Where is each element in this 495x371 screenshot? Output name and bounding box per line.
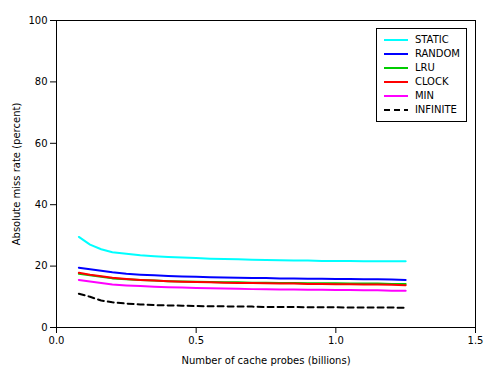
- svg-text:0.5: 0.5: [188, 335, 204, 346]
- svg-text:20: 20: [35, 260, 48, 271]
- html-text:STATIC: STATIC: [414, 34, 449, 45]
- svg-text:1.0: 1.0: [328, 335, 344, 346]
- svg-text:Number of cache probes (billio: Number of cache probes (billions): [181, 355, 350, 366]
- html-text:CLOCK: CLOCK: [414, 76, 449, 87]
- svg-text:100: 100: [28, 15, 47, 26]
- svg-text:Absolute miss rate (percent): Absolute miss rate (percent): [11, 103, 22, 246]
- html-text:INFINITE: INFINITE: [414, 104, 457, 115]
- html-text:MIN: MIN: [414, 90, 434, 101]
- svg-text:1.5: 1.5: [468, 335, 484, 346]
- html-text:LRU: LRU: [414, 62, 435, 73]
- svg-text:40: 40: [35, 199, 48, 210]
- svg-text:0: 0: [41, 322, 47, 333]
- html-text:RANDOM: RANDOM: [414, 48, 460, 59]
- svg-text:60: 60: [35, 138, 48, 149]
- svg-text:80: 80: [35, 76, 48, 87]
- svg-text:0.0: 0.0: [49, 335, 65, 346]
